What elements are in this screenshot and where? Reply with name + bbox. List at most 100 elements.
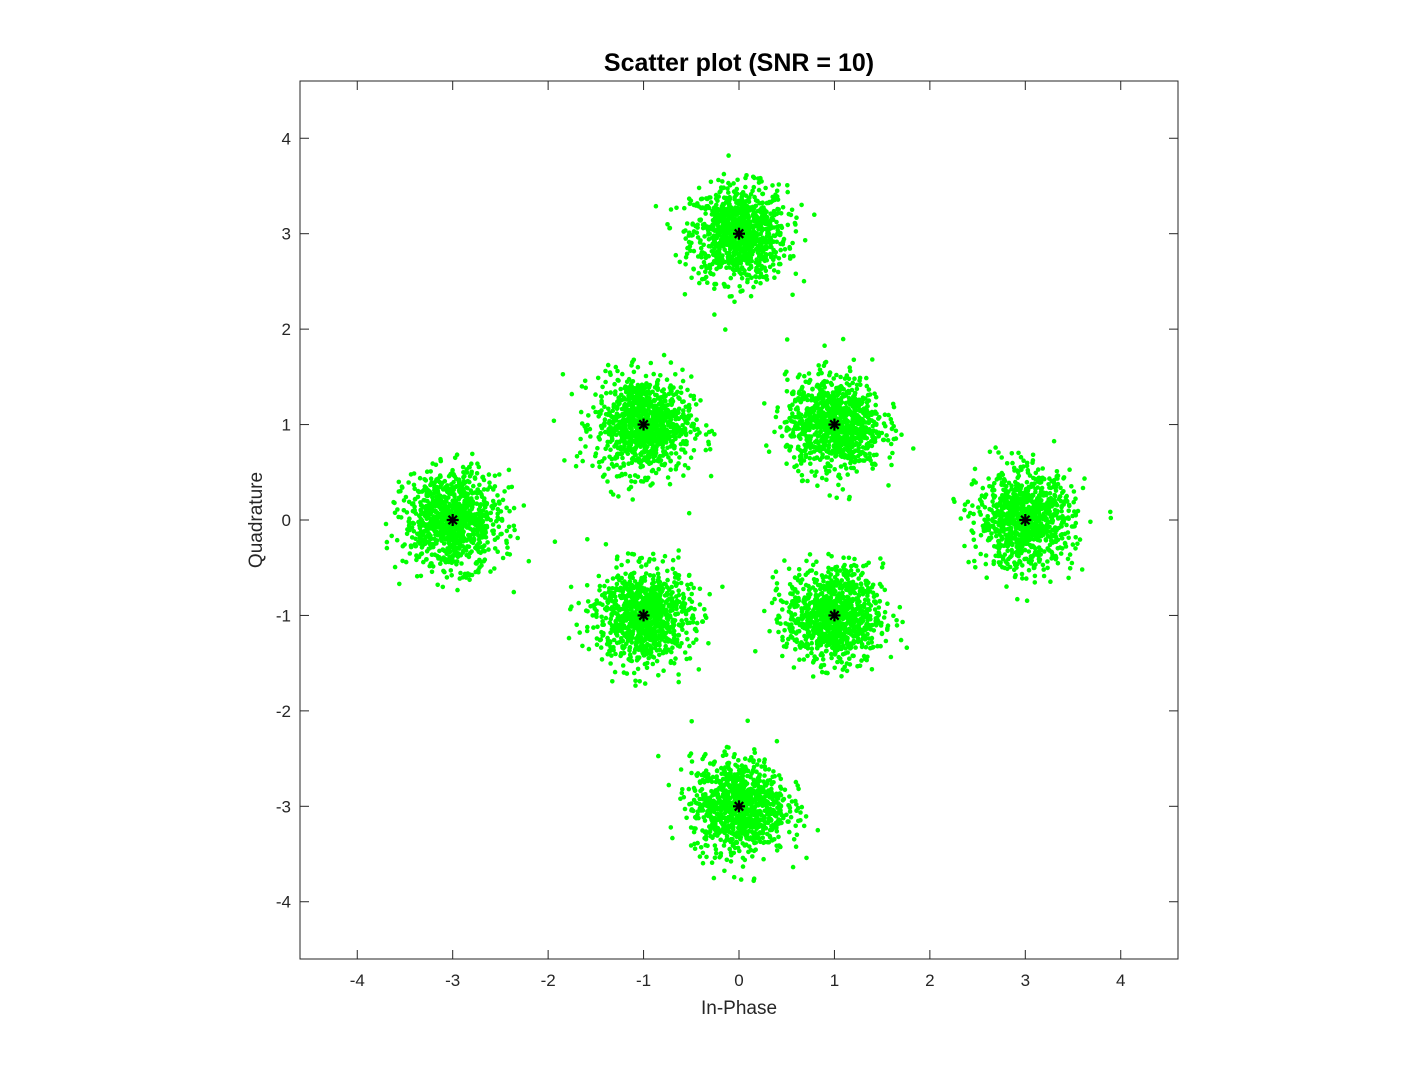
- received-point: [435, 476, 441, 482]
- received-point: [1082, 476, 1087, 481]
- received-point: [712, 252, 717, 258]
- received-point: [691, 396, 697, 402]
- received-point: [682, 463, 688, 468]
- received-point: [788, 433, 793, 438]
- received-point: [842, 376, 848, 381]
- received-point: [641, 407, 647, 412]
- received-point: [702, 221, 707, 227]
- received-point: [787, 447, 792, 453]
- received-point: [470, 499, 476, 504]
- received-point: [599, 425, 605, 431]
- received-point: [619, 392, 624, 398]
- received-point: [1018, 507, 1024, 512]
- received-point: [860, 399, 865, 405]
- received-point: [718, 242, 723, 248]
- received-point: [1051, 438, 1057, 444]
- received-point: [1002, 565, 1007, 571]
- received-point: [491, 528, 497, 533]
- received-point: [696, 185, 702, 191]
- received-point: [424, 516, 430, 522]
- received-point: [952, 499, 957, 505]
- received-point: [861, 418, 866, 423]
- received-point: [784, 337, 790, 342]
- received-point: [865, 404, 870, 409]
- received-point: [609, 461, 615, 467]
- received-point: [834, 495, 839, 501]
- received-point: [683, 254, 689, 260]
- received-point: [982, 505, 988, 510]
- received-point: [694, 230, 700, 235]
- received-point: [732, 299, 737, 305]
- received-point: [988, 535, 994, 541]
- received-point: [1001, 487, 1006, 493]
- received-point: [660, 419, 666, 424]
- received-point: [408, 544, 414, 550]
- received-point: [476, 549, 482, 555]
- received-point: [635, 409, 640, 415]
- received-point: [1030, 452, 1036, 458]
- received-point: [673, 451, 679, 456]
- received-point: [1088, 519, 1093, 525]
- received-point: [992, 480, 997, 486]
- received-point: [764, 443, 769, 448]
- received-point: [971, 520, 976, 526]
- received-point: [480, 474, 486, 480]
- received-point: [731, 271, 737, 277]
- received-point: [843, 407, 848, 413]
- received-point: [720, 259, 725, 265]
- received-point: [867, 451, 872, 457]
- received-point: [411, 521, 417, 526]
- received-point: [635, 364, 641, 370]
- received-point: [574, 454, 580, 459]
- received-point: [720, 201, 726, 207]
- received-point: [830, 398, 835, 404]
- received-point: [983, 553, 989, 558]
- received-point: [669, 409, 674, 415]
- received-point: [457, 546, 462, 551]
- received-point: [642, 434, 648, 440]
- received-point: [795, 407, 800, 412]
- received-point: [604, 390, 609, 396]
- received-point: [689, 374, 694, 379]
- received-point: [962, 507, 967, 513]
- received-point: [500, 555, 506, 561]
- received-point: [1073, 520, 1079, 526]
- received-point: [427, 489, 433, 494]
- received-point: [454, 527, 459, 532]
- received-point: [857, 378, 862, 383]
- received-point: [610, 492, 616, 497]
- received-point: [646, 406, 651, 412]
- received-point: [675, 416, 681, 421]
- received-point: [409, 535, 415, 540]
- received-point: [788, 406, 793, 412]
- received-point: [718, 229, 723, 235]
- received-point: [775, 211, 780, 216]
- received-point: [652, 439, 657, 444]
- received-point: [827, 372, 832, 378]
- received-point: [790, 414, 795, 419]
- received-point: [480, 548, 486, 554]
- received-point: [980, 485, 986, 491]
- received-point: [1025, 495, 1031, 501]
- received-point: [824, 477, 829, 483]
- received-point: [668, 420, 674, 426]
- received-point: [432, 485, 437, 490]
- received-point: [773, 414, 779, 420]
- received-point: [674, 463, 679, 469]
- received-point: [622, 443, 627, 448]
- received-point: [734, 261, 740, 267]
- received-point: [1013, 479, 1018, 485]
- received-point: [836, 482, 841, 488]
- received-point: [813, 396, 818, 401]
- received-point: [1060, 519, 1065, 525]
- received-point: [753, 279, 759, 285]
- received-point: [620, 455, 625, 461]
- received-point: [775, 206, 780, 212]
- received-point: [681, 473, 686, 478]
- received-point: [997, 513, 1002, 518]
- received-point: [415, 488, 421, 494]
- received-point: [758, 280, 763, 286]
- received-point: [856, 445, 861, 451]
- received-point: [716, 251, 721, 257]
- received-point: [685, 414, 691, 419]
